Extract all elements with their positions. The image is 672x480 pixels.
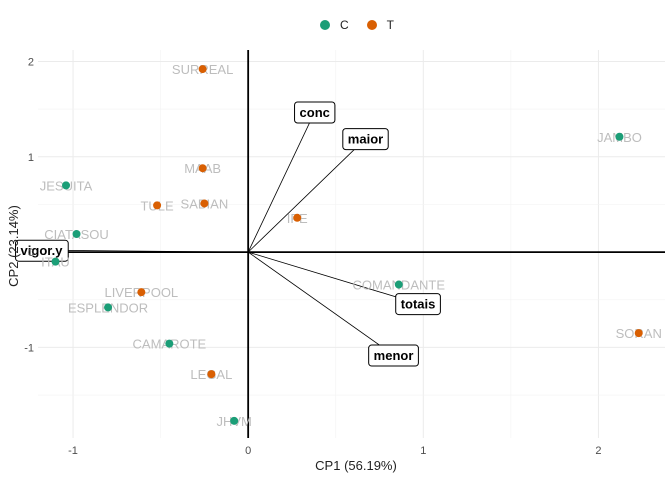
legend-item-t: T — [366, 18, 395, 32]
y-tick-label: 1 — [28, 152, 34, 164]
vector-label-box — [395, 293, 441, 316]
score-points: SURREALJAMBOJESUITAMAABTULESABIANIPECIAT… — [40, 62, 662, 429]
vector-label: conc — [294, 101, 336, 124]
legend-item-c: C — [320, 18, 349, 32]
vector-line — [247, 251, 394, 356]
data-point — [230, 416, 239, 425]
data-point — [72, 229, 81, 238]
x-tick-label: 2 — [595, 445, 601, 457]
y-axis-label: CP2 (23.14%) — [6, 205, 21, 287]
data-point — [200, 199, 209, 208]
data-point — [104, 303, 113, 312]
y-tick-label: -1 — [24, 342, 34, 354]
vector-label-text: conc — [300, 105, 330, 120]
x-axis-label: CP1 (56.19%) — [315, 458, 397, 473]
vector-line — [247, 138, 366, 253]
vector-label: maior — [342, 128, 389, 151]
y-tick-label: 0 — [28, 247, 34, 259]
data-point — [198, 164, 207, 173]
vector-label: vigor.y — [15, 239, 69, 262]
vector-line — [248, 251, 419, 304]
legend: C T — [320, 18, 412, 32]
vector-label-text: vigor.y — [21, 243, 64, 258]
data-point — [198, 65, 207, 74]
data-point — [165, 339, 174, 348]
data-point — [51, 257, 60, 266]
vector-label-box — [342, 128, 389, 151]
vector-label-box — [368, 344, 419, 367]
vector-label-box — [15, 239, 69, 262]
data-point — [137, 288, 146, 297]
data-point — [615, 132, 624, 141]
data-point — [394, 280, 403, 289]
vector-label-text: menor — [374, 348, 414, 363]
x-tick-label: -1 — [68, 445, 78, 457]
legend-label-t: T — [386, 18, 395, 32]
axis-lines — [38, 50, 665, 438]
vector-label: totais — [395, 293, 441, 316]
vector-line — [247, 111, 316, 253]
tick-labels: -1 0 1 2 -1 0 1 2 — [24, 56, 601, 457]
data-point — [634, 329, 643, 338]
data-point — [207, 370, 216, 379]
y-tick-label: 2 — [28, 56, 34, 68]
loading-vectors: conc maior vigor.y totais menor — [15, 101, 441, 367]
vector-label: menor — [368, 344, 419, 367]
x-tick-label: 1 — [420, 445, 426, 457]
legend-dot-c — [320, 20, 330, 30]
grid-lines — [38, 50, 665, 438]
x-tick-label: 0 — [245, 445, 251, 457]
legend-dot-t — [366, 20, 377, 30]
vector-label-text: totais — [401, 297, 436, 312]
data-point — [153, 201, 162, 210]
legend-label-c: C — [340, 18, 349, 32]
vector-label-box — [294, 101, 336, 124]
data-point — [62, 181, 71, 190]
vector-line — [41, 249, 249, 253]
data-point — [293, 213, 302, 222]
vector-label-text: maior — [348, 132, 383, 147]
